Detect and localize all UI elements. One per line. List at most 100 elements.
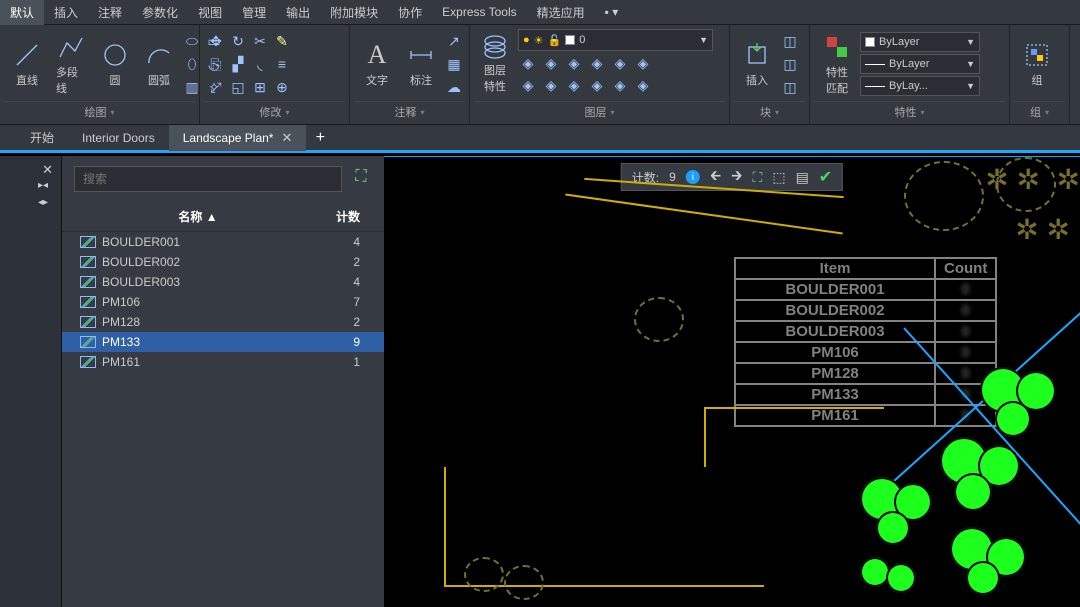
erase-tool[interactable]: ✎ bbox=[272, 31, 292, 51]
cloud-tool[interactable]: ☁ bbox=[444, 77, 464, 97]
frame-icon[interactable]: ⬚ bbox=[772, 169, 785, 186]
block-sm[interactable]: ◫ bbox=[780, 77, 800, 97]
layer-props-tool[interactable]: 图层 特性 bbox=[476, 30, 514, 94]
header-name[interactable]: 名称 ▲ bbox=[86, 208, 310, 225]
check-icon[interactable]: ✔ bbox=[819, 167, 832, 187]
circle-tool[interactable]: 圆 bbox=[94, 38, 136, 90]
close-icon[interactable]: ✕ bbox=[42, 162, 53, 178]
document-tab[interactable]: 开始 bbox=[16, 124, 68, 151]
lineweight-combo[interactable]: ByLayer▼ bbox=[860, 54, 980, 74]
add-tab-button[interactable]: + bbox=[306, 129, 334, 147]
menu-item[interactable]: 默认 bbox=[0, 0, 44, 25]
ribbon-panel-label[interactable]: 组 bbox=[1014, 101, 1065, 122]
layer-sm[interactable]: ◈ bbox=[518, 53, 538, 73]
color-combo[interactable]: ByLayer▼ bbox=[860, 32, 980, 52]
menu-item[interactable]: 注释 bbox=[88, 0, 132, 25]
text-tool[interactable]: A文字 bbox=[356, 38, 398, 90]
menu-item[interactable]: 管理 bbox=[232, 0, 276, 25]
list-item[interactable]: BOULDER0014 bbox=[62, 232, 384, 252]
layer-sm[interactable]: ◈ bbox=[633, 75, 653, 95]
ribbon-panel-label[interactable]: 块 bbox=[734, 101, 805, 122]
explode-tool[interactable]: ⊕ bbox=[272, 77, 292, 97]
menu-item[interactable]: 视图 bbox=[188, 0, 232, 25]
list-item[interactable]: PM1339 bbox=[62, 332, 384, 352]
menu-item[interactable]: 附加模块 bbox=[320, 0, 388, 25]
group-tool[interactable]: 组 bbox=[1016, 38, 1058, 90]
count-toolbar: 计数: 9 i 🡰 🡲 ⛶ ⬚ ▤ ✔ bbox=[621, 163, 843, 191]
table-header: Item bbox=[735, 258, 935, 279]
menu-bar: 默认插入注释参数化视图管理输出附加模块协作Express Tools精选应用▪ … bbox=[0, 0, 1080, 25]
move-tool[interactable]: ✥ bbox=[206, 31, 226, 51]
document-tab[interactable]: Interior Doors bbox=[68, 126, 169, 150]
menu-item[interactable]: 协作 bbox=[388, 0, 432, 25]
menu-item[interactable]: Express Tools bbox=[432, 1, 526, 23]
layer-combo[interactable]: ● ☀ 🔓 0 ▼ bbox=[518, 29, 713, 51]
trim-tool[interactable]: ✂ bbox=[250, 31, 270, 51]
list-item[interactable]: BOULDER0022 bbox=[62, 252, 384, 272]
zoom-extents-icon[interactable]: ⛶ bbox=[753, 169, 763, 186]
ribbon-panel-label[interactable]: 注释 bbox=[354, 101, 465, 122]
dim-tool[interactable]: 标注 bbox=[400, 38, 442, 90]
matchprop-tool[interactable]: 特性 匹配 bbox=[816, 30, 858, 98]
layer-sm[interactable]: ◈ bbox=[518, 75, 538, 95]
ribbon-panel-label[interactable]: 绘图 bbox=[4, 101, 195, 122]
array-tool[interactable]: ⊞ bbox=[250, 77, 270, 97]
small-tool[interactable]: ⬭ bbox=[182, 31, 202, 51]
layer-sm[interactable]: ◈ bbox=[610, 53, 630, 73]
layer-sm[interactable]: ◈ bbox=[541, 53, 561, 73]
select-icon[interactable]: ⛶ bbox=[350, 168, 372, 190]
table-row: BOULDER0010 bbox=[735, 279, 996, 300]
menu-item[interactable]: 输出 bbox=[276, 0, 320, 25]
list-item[interactable]: PM1067 bbox=[62, 292, 384, 312]
list-item[interactable]: BOULDER0034 bbox=[62, 272, 384, 292]
layer-sm[interactable]: ◈ bbox=[541, 75, 561, 95]
ribbon-panel-label[interactable]: 特性 bbox=[814, 101, 1005, 122]
menu-item[interactable]: 精选应用 bbox=[527, 0, 595, 25]
next-icon[interactable]: 🡲 bbox=[731, 165, 742, 189]
block-sm[interactable]: ◫ bbox=[780, 54, 800, 74]
stretch-tool[interactable]: ⤢ bbox=[206, 77, 226, 97]
scale-tool[interactable]: ◱ bbox=[228, 77, 248, 97]
close-icon[interactable]: ✕ bbox=[281, 130, 292, 146]
ribbon-panel-label[interactable]: 图层 bbox=[474, 101, 725, 122]
list-item[interactable]: PM1282 bbox=[62, 312, 384, 332]
table-tool[interactable]: ▦ bbox=[444, 54, 464, 74]
arc-tool[interactable]: 圆弧 bbox=[138, 38, 180, 90]
lock-icon: 🔓 bbox=[548, 34, 562, 47]
ribbon-panel-label[interactable]: 修改 bbox=[204, 101, 345, 122]
layer-sm[interactable]: ◈ bbox=[587, 53, 607, 73]
insert-tool[interactable]: 插入 bbox=[736, 38, 778, 90]
menu-item[interactable]: 插入 bbox=[44, 0, 88, 25]
layer-sm[interactable]: ◈ bbox=[564, 53, 584, 73]
document-tab[interactable]: Landscape Plan*✕ bbox=[169, 125, 307, 151]
line-tool[interactable]: 直线 bbox=[6, 38, 48, 90]
leader-tool[interactable]: ↗ bbox=[444, 31, 464, 51]
menu-item[interactable]: 参数化 bbox=[132, 0, 188, 25]
offset-tool[interactable]: ≡ bbox=[272, 54, 292, 74]
layer-sm[interactable]: ◈ bbox=[564, 75, 584, 95]
header-count[interactable]: 计数 bbox=[310, 208, 360, 225]
menu-overflow[interactable]: ▪ ▾ bbox=[595, 1, 629, 23]
fillet-tool[interactable]: ◟ bbox=[250, 54, 270, 74]
mirror-tool[interactable]: ▞ bbox=[228, 54, 248, 74]
small-tool[interactable]: ▥ bbox=[182, 77, 202, 97]
search-input[interactable] bbox=[74, 166, 342, 192]
drawing-canvas[interactable]: 计数: 9 i 🡰 🡲 ⛶ ⬚ ▤ ✔ ItemCountBOULDER0010… bbox=[384, 156, 1080, 607]
info-icon[interactable]: i bbox=[686, 170, 700, 184]
ribbon-panel-annotate: A文字 标注 ↗ ▦ ☁ 注释 bbox=[350, 25, 470, 124]
block-sm[interactable]: ◫ bbox=[780, 31, 800, 51]
layer-sm[interactable]: ◈ bbox=[633, 53, 653, 73]
table-icon[interactable]: ▤ bbox=[796, 169, 809, 186]
tab-label: Interior Doors bbox=[82, 131, 155, 145]
expand-icon[interactable]: ◂▸ bbox=[38, 197, 48, 208]
polyline-tool[interactable]: 多段线 bbox=[50, 30, 92, 98]
list-item[interactable]: PM1611 bbox=[62, 352, 384, 372]
layer-sm[interactable]: ◈ bbox=[587, 75, 607, 95]
prev-icon[interactable]: 🡰 bbox=[710, 165, 721, 189]
linetype-combo[interactable]: ByLay...▼ bbox=[860, 76, 980, 96]
layer-sm[interactable]: ◈ bbox=[610, 75, 630, 95]
rotate-tool[interactable]: ↻ bbox=[228, 31, 248, 51]
collapse-icon[interactable]: ▸◂ bbox=[38, 180, 48, 191]
copy-tool[interactable]: ⎘ bbox=[206, 54, 226, 74]
small-tool[interactable]: ⬯ bbox=[182, 54, 202, 74]
